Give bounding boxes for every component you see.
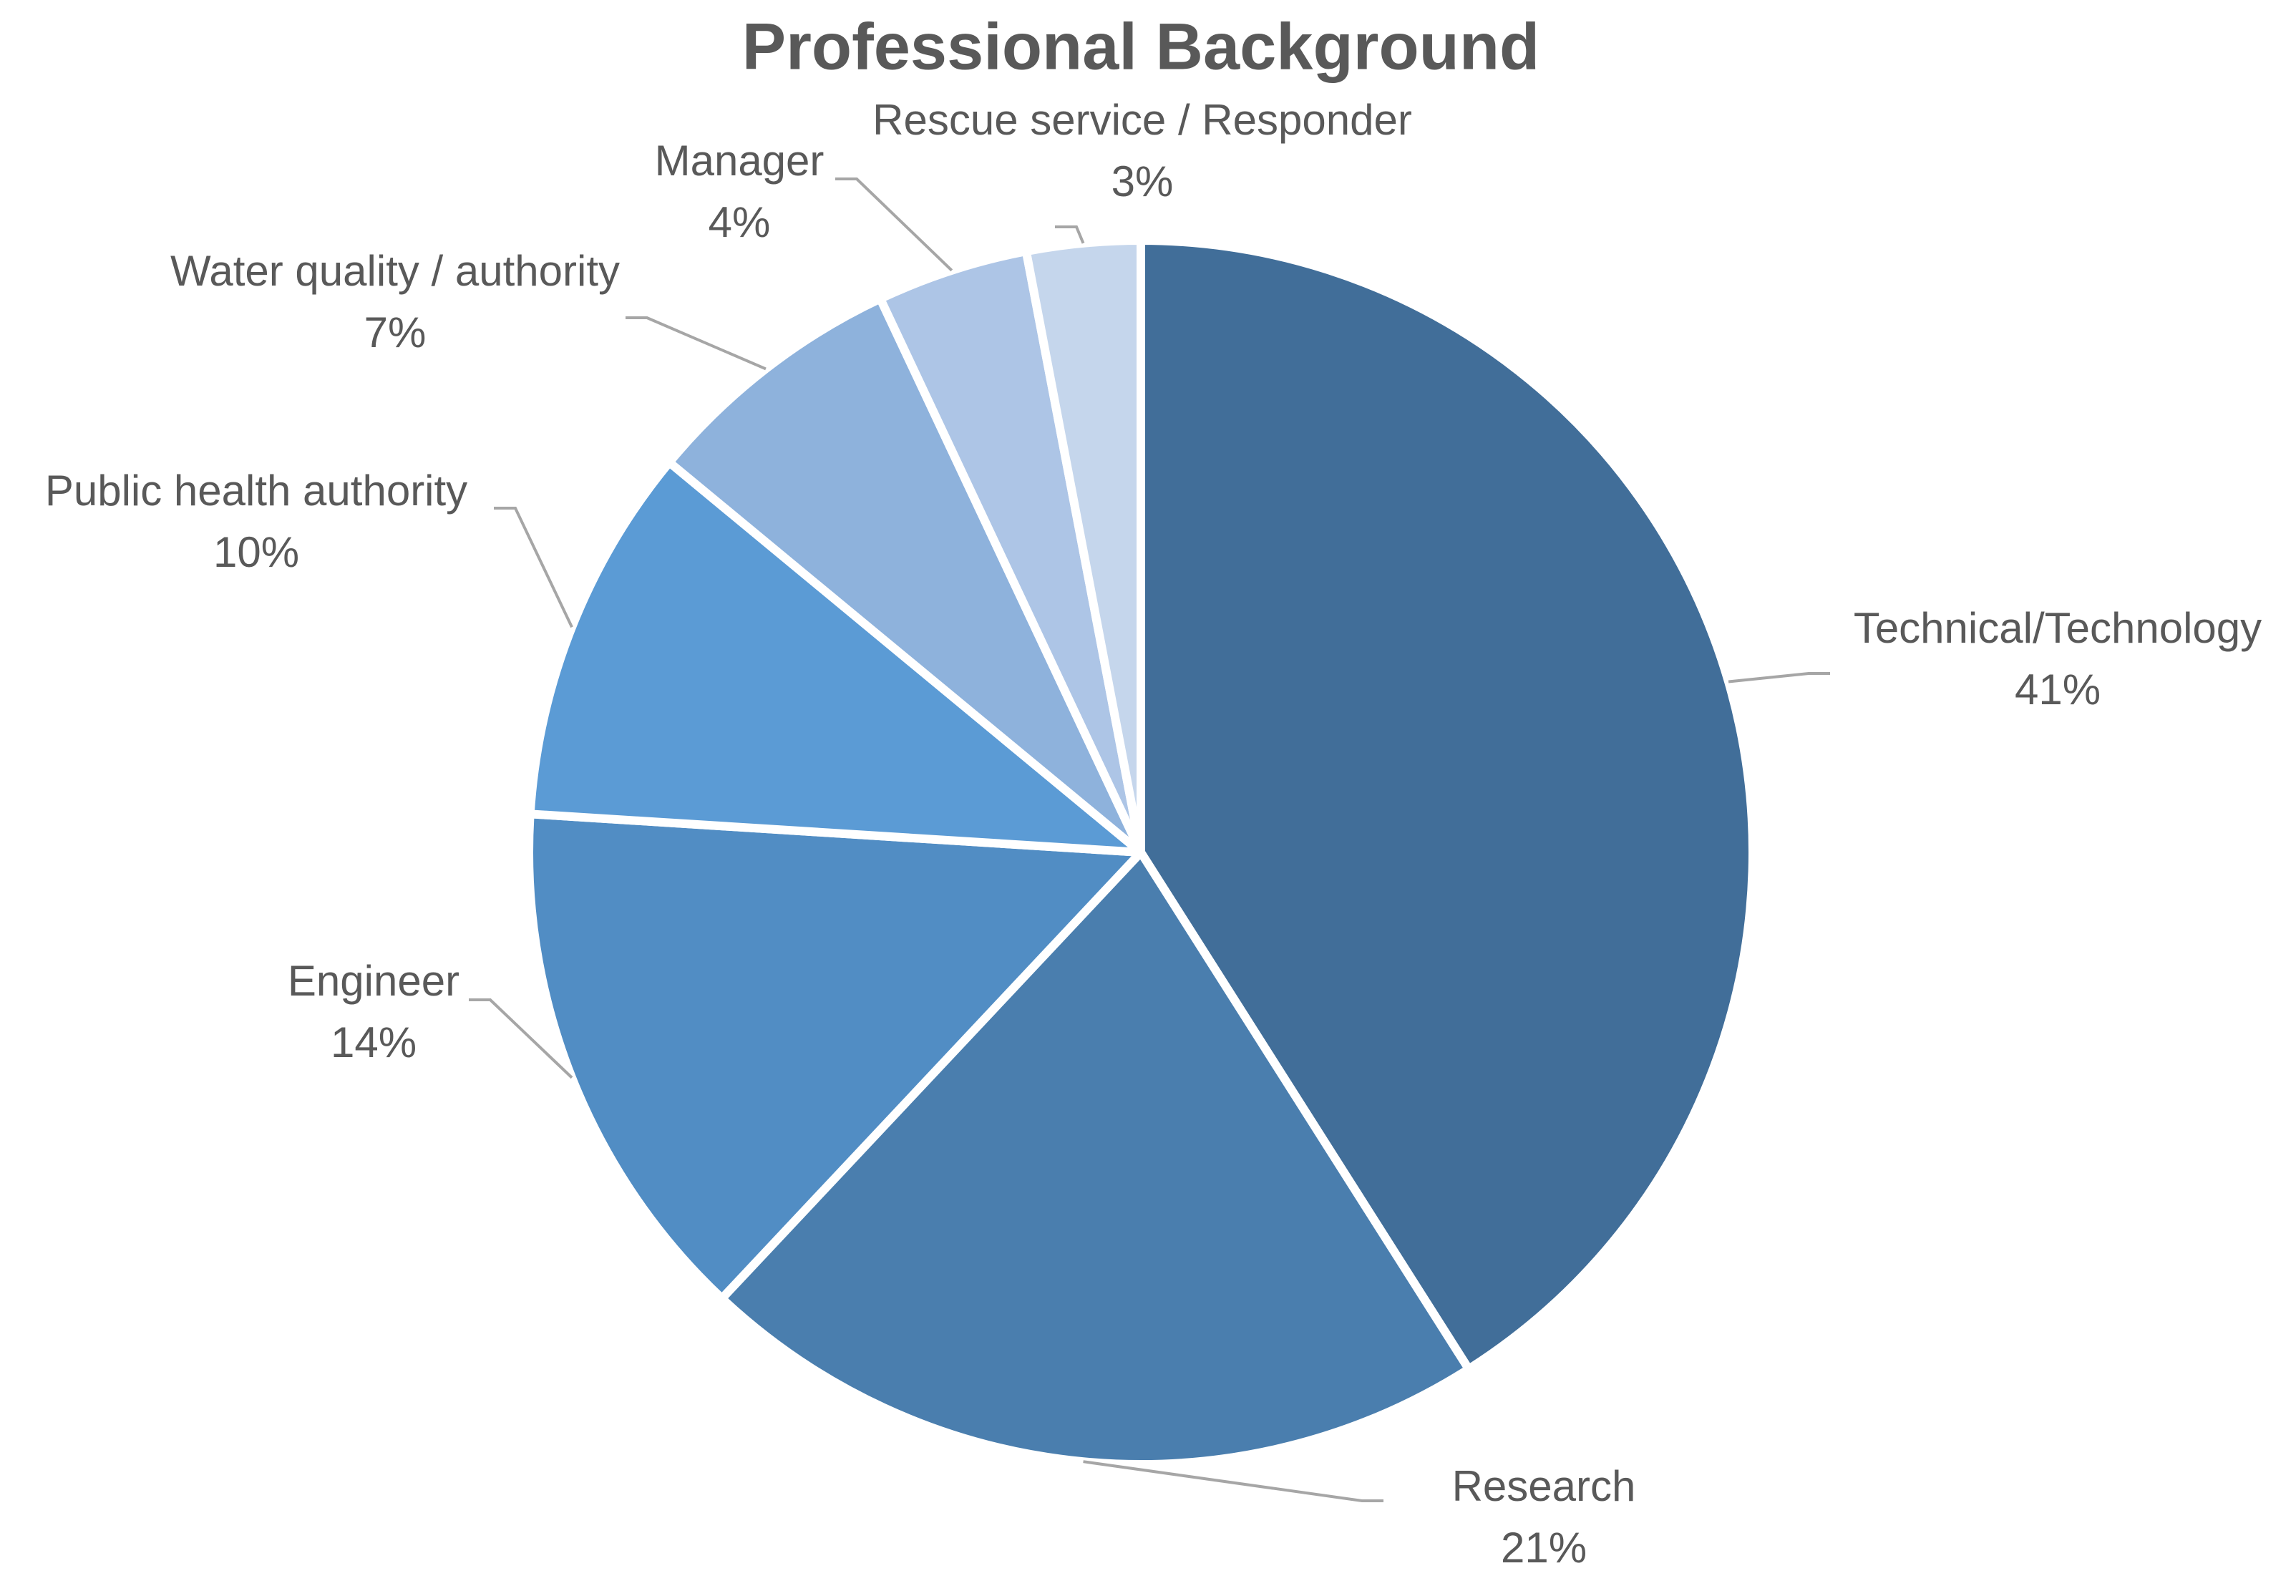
pie-slice: [525, 809, 1145, 1303]
value-label: 3%: [1111, 157, 1174, 205]
leader-line: [1728, 672, 1830, 683]
category-label: Technical/Technology: [1854, 604, 2262, 652]
leader-line: [469, 998, 573, 1079]
leader-line: [494, 507, 573, 628]
value-label: 10%: [213, 528, 299, 576]
pie-slice: [1021, 236, 1145, 857]
value-label: 4%: [709, 198, 771, 246]
leader-line: [1055, 225, 1085, 244]
leader-line: [626, 316, 767, 371]
value-label: 41%: [2015, 666, 2101, 714]
pie-slice: [665, 294, 1145, 857]
category-label: Public health authority: [45, 467, 467, 515]
leader-line: [835, 177, 953, 272]
value-label: 21%: [1501, 1524, 1587, 1572]
category-label: Engineer: [288, 957, 459, 1005]
leader-line: [1083, 1460, 1383, 1502]
category-label: Research: [1452, 1462, 1636, 1510]
category-label: Rescue service / Responder: [872, 96, 1412, 144]
value-label: 14%: [331, 1018, 417, 1066]
value-label: 7%: [364, 308, 427, 356]
pie-slice: [717, 848, 1474, 1469]
category-label: Water quality / authority: [170, 247, 620, 295]
pie-slice: [525, 458, 1145, 857]
chart-title: Professional Background: [742, 10, 1539, 83]
category-label: Manager: [655, 137, 824, 185]
